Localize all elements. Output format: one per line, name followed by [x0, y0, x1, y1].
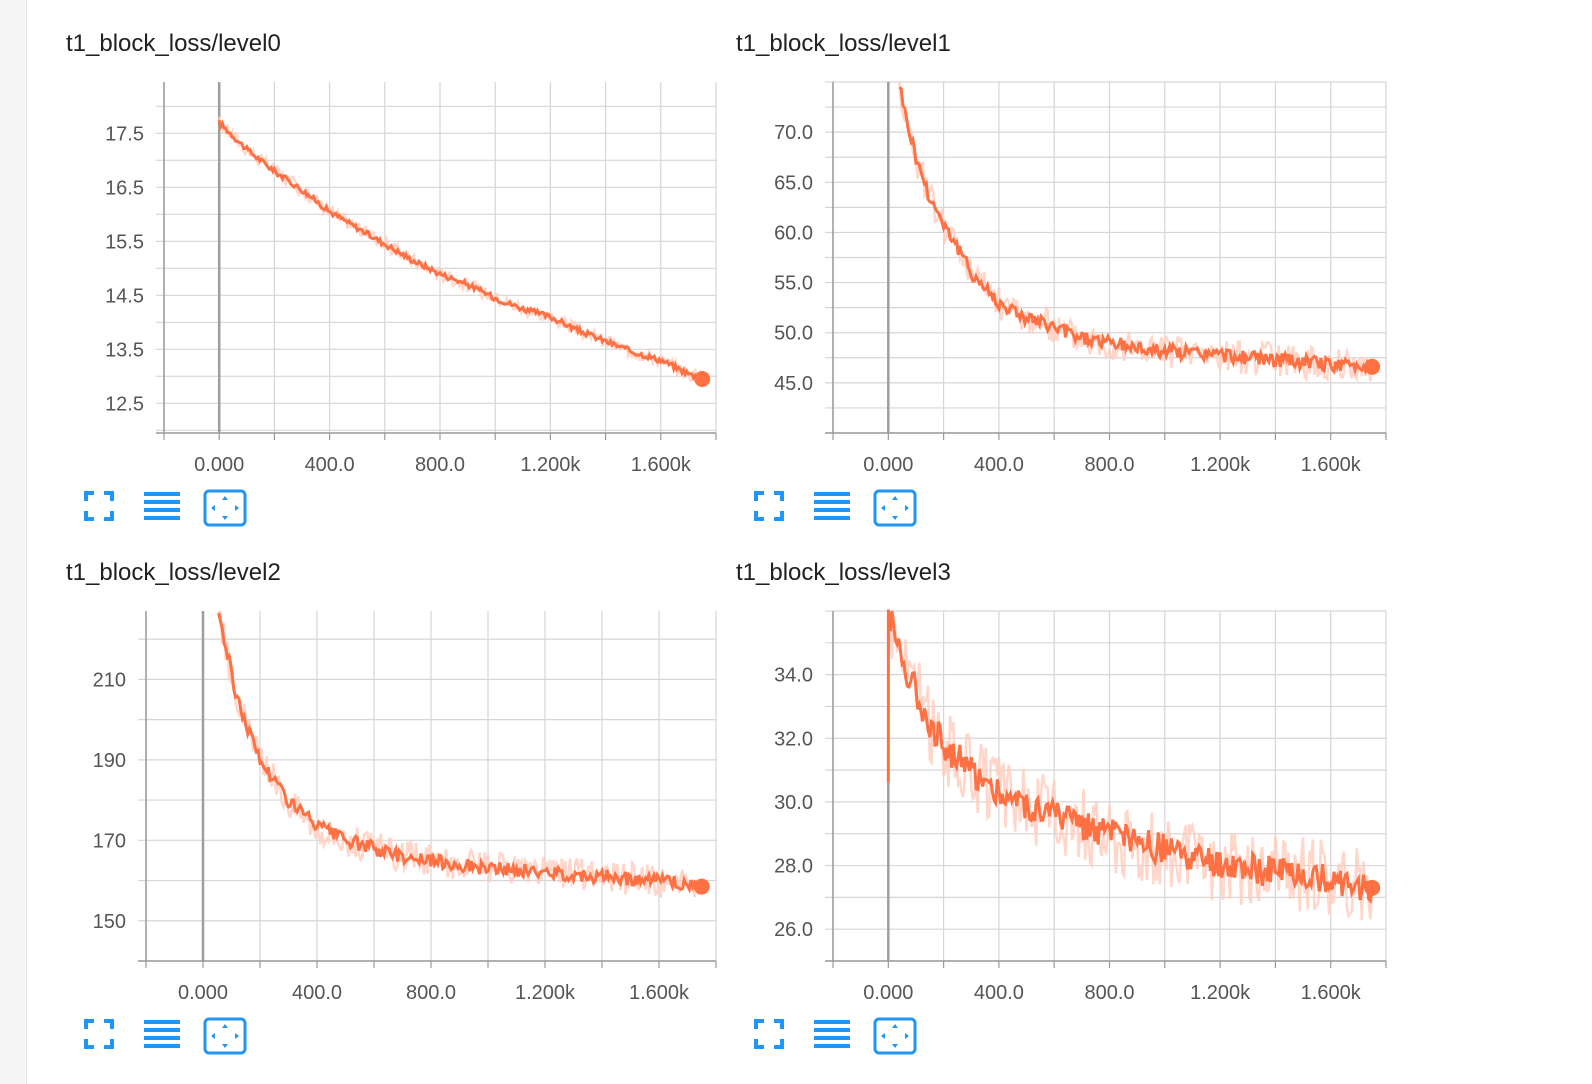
y-tick-label: 12.5 — [105, 393, 144, 415]
x-tick-label: 0.000 — [178, 982, 228, 1004]
x-tick-label: 1.600k — [629, 982, 690, 1004]
data-list-icon[interactable] — [142, 1017, 182, 1055]
x-tick-label: 400.0 — [974, 454, 1024, 476]
series-end-dot — [693, 878, 710, 895]
y-tick-label: 190 — [93, 750, 126, 772]
chart-title: t1_block_loss/level1 — [736, 30, 951, 57]
fit-domain-icon-glyph — [203, 489, 247, 527]
line-chart: 0.000 400.0 800.0 1.200k 1.600k 34.0 32.0 30.0 2… — [774, 609, 1387, 1004]
fit-domain-icon[interactable] — [873, 489, 917, 527]
line-chart: 0.000 400.0 800.0 1.200k 1.600k 17.5 16.5 15.5 1… — [105, 82, 717, 476]
x-tick-label: 800.0 — [406, 982, 456, 1004]
y-tick-label: 50.0 — [774, 323, 813, 345]
y-tick-label: 16.5 — [105, 177, 144, 199]
x-tick-label: 1.200k — [515, 982, 576, 1004]
fit-fullscreen-icon[interactable] — [752, 489, 786, 527]
fit-domain-icon[interactable] — [203, 489, 247, 527]
chart-title: t1_block_loss/level2 — [66, 559, 281, 586]
y-tick-label: 150 — [93, 911, 126, 933]
series-smoothed-line — [886, 609, 1374, 904]
x-tick-label: 0.000 — [863, 454, 913, 476]
series-raw-line — [217, 116, 704, 386]
series-smoothed-line — [217, 119, 703, 382]
fit-fullscreen-icon[interactable] — [82, 489, 116, 527]
chart-title: t1_block_loss/level3 — [736, 559, 951, 586]
series-raw-line — [898, 81, 1374, 383]
y-tick-label: 60.0 — [774, 222, 813, 244]
y-tick-label: 28.0 — [774, 856, 813, 878]
y-tick-label: 13.5 — [105, 339, 144, 361]
data-list-icon[interactable] — [142, 489, 182, 527]
y-tick-label: 65.0 — [774, 172, 813, 194]
x-tick-label: 800.0 — [1084, 982, 1134, 1004]
x-tick-label: 400.0 — [292, 982, 342, 1004]
x-tick-label: 1.200k — [1190, 454, 1251, 476]
y-tick-label: 15.5 — [105, 231, 144, 253]
y-tick-label: 30.0 — [774, 792, 813, 814]
x-tick-label: 0.000 — [194, 454, 244, 476]
x-tick-label: 400.0 — [305, 454, 355, 476]
fit-fullscreen-icon-glyph — [754, 491, 784, 521]
x-tick-label: 1.600k — [1301, 454, 1362, 476]
fit-domain-icon-glyph — [203, 1017, 247, 1055]
x-tick-label: 1.600k — [631, 454, 692, 476]
line-chart: 0.000 400.0 800.0 1.200k 1.600k 210 190 170 150 — [93, 610, 717, 1004]
series-raw-line — [217, 610, 703, 898]
x-tick-label: 1.200k — [1190, 982, 1251, 1004]
data-list-icon-glyph — [144, 492, 180, 520]
y-tick-label: 210 — [93, 669, 126, 691]
data-list-icon[interactable] — [812, 1017, 852, 1055]
x-tick-label: 400.0 — [974, 982, 1024, 1004]
fit-fullscreen-icon[interactable] — [82, 1017, 116, 1055]
fit-fullscreen-icon-glyph — [84, 1019, 114, 1049]
y-tick-label: 170 — [93, 830, 126, 852]
line-chart: 0.000 400.0 800.0 1.200k 1.600k 70.0 65.0 60.0 5… — [774, 81, 1387, 476]
y-tick-label: 55.0 — [774, 273, 813, 295]
x-tick-label: 0.000 — [863, 982, 913, 1004]
fit-domain-icon-glyph — [873, 1017, 917, 1055]
x-tick-label: 1.600k — [1301, 982, 1362, 1004]
fit-domain-icon[interactable] — [203, 1017, 247, 1055]
y-tick-label: 34.0 — [774, 665, 813, 687]
data-list-icon-glyph — [814, 492, 850, 520]
left-gutter — [0, 0, 27, 1084]
y-tick-label: 26.0 — [774, 919, 813, 941]
series-smoothed-line — [898, 86, 1374, 376]
fit-domain-icon-glyph — [873, 489, 917, 527]
fit-domain-icon[interactable] — [873, 1017, 917, 1055]
x-tick-label: 800.0 — [415, 454, 465, 476]
data-list-icon-glyph — [144, 1020, 180, 1048]
series-end-dot — [694, 371, 711, 387]
fit-fullscreen-icon[interactable] — [752, 1017, 786, 1055]
data-list-icon-glyph — [814, 1020, 850, 1048]
series-smoothed-line — [217, 612, 703, 894]
y-tick-label: 14.5 — [105, 285, 144, 307]
x-tick-label: 1.200k — [520, 454, 581, 476]
fit-fullscreen-icon-glyph — [754, 1019, 784, 1049]
series-raw-line — [887, 609, 1374, 921]
data-list-icon[interactable] — [812, 489, 852, 527]
y-tick-label: 45.0 — [774, 373, 813, 395]
fit-fullscreen-icon-glyph — [84, 491, 114, 521]
x-tick-label: 800.0 — [1084, 454, 1134, 476]
y-tick-label: 17.5 — [105, 123, 144, 145]
series-end-dot — [1364, 358, 1381, 375]
y-tick-label: 32.0 — [774, 728, 813, 750]
y-tick-label: 70.0 — [774, 122, 813, 144]
series-end-dot — [1364, 879, 1381, 896]
chart-title: t1_block_loss/level0 — [66, 30, 281, 57]
